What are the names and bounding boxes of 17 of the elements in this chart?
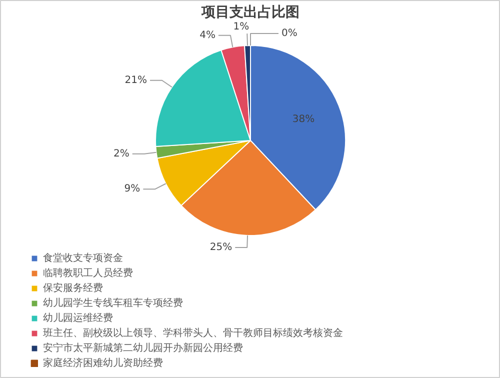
legend-label: 幼儿园运维经费: [43, 312, 113, 325]
data-label: 9%: [124, 184, 140, 195]
data-label: 2%: [113, 148, 130, 160]
legend-label: 安宁市太平新城第二幼儿园开办新园公用经费: [43, 342, 243, 355]
legend-label: 幼儿园学生专线车租车专项经费: [43, 296, 183, 310]
legend-label: 临聘教职工人员经费: [43, 266, 133, 280]
text: 0%: [282, 28, 298, 39]
data-label: 4%: [200, 30, 216, 41]
legend-label: 保安服务经费: [43, 282, 103, 295]
data-label: 38%: [292, 114, 315, 126]
data-label: 1%: [233, 22, 250, 33]
legend-label: 家庭经济困难幼儿资助经费: [43, 356, 163, 370]
legend-label: 班主任、副校级以上领导、学科带头人、骨干教师目标绩效考核资金: [43, 326, 343, 340]
chart-title: 项目支出占比图: [200, 4, 300, 20]
legend-label: 食堂收支专项资金: [43, 252, 123, 265]
data-label: 21%: [124, 74, 148, 86]
data-label: 25%: [210, 242, 232, 253]
